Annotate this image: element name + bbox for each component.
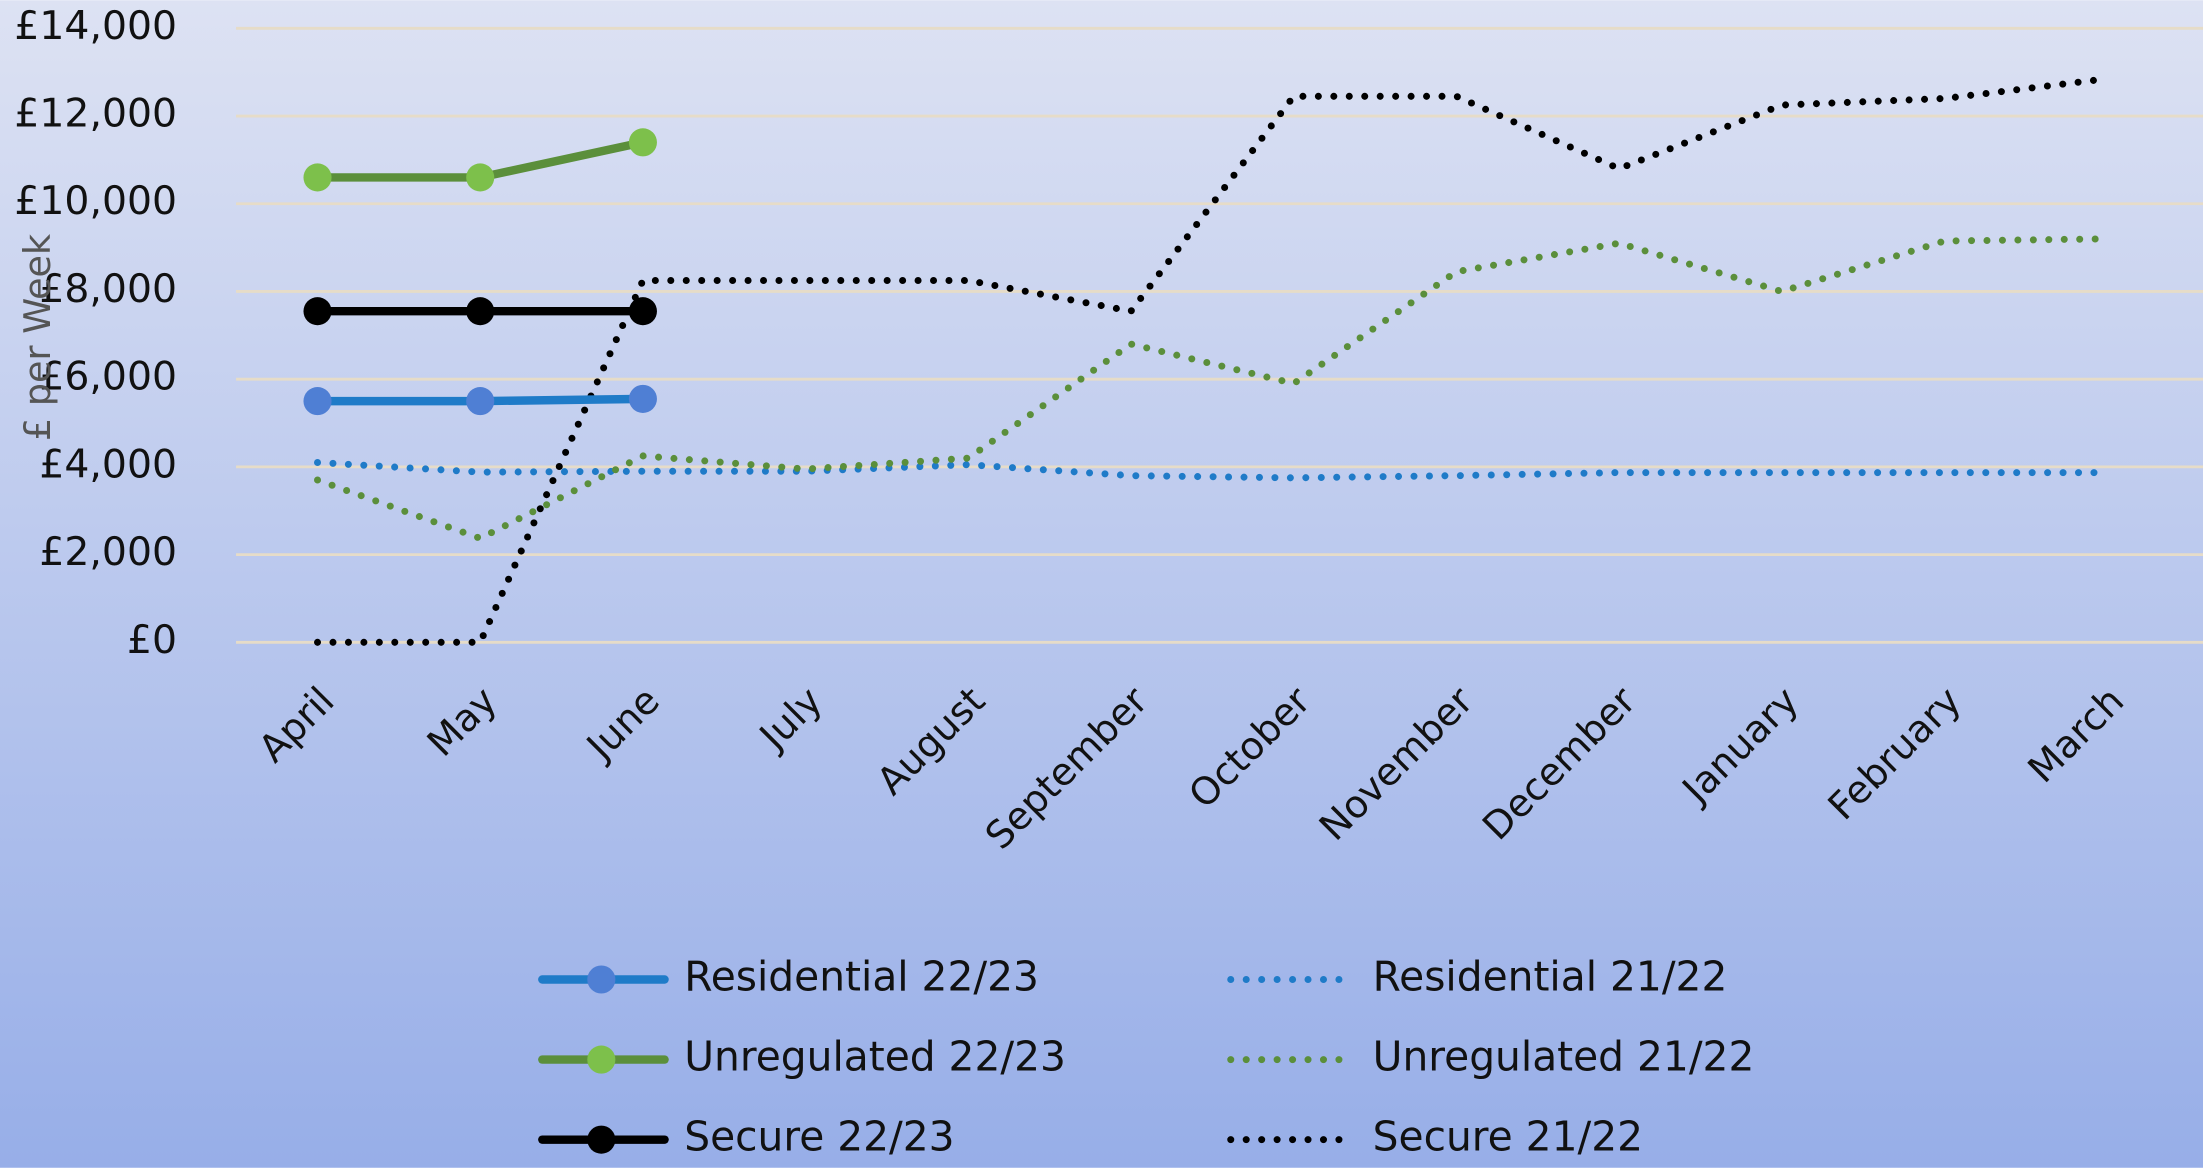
legend-marker (587, 1045, 616, 1074)
y-tick-label: £4,000 (39, 441, 177, 487)
legend-label: Secure 22/23 (684, 1113, 954, 1161)
marker (303, 387, 332, 416)
marker (628, 384, 657, 413)
y-tick-label: £14,000 (14, 3, 177, 49)
legend-label: Residential 21/22 (1373, 953, 1728, 1001)
y-tick-label: £8,000 (39, 266, 177, 312)
y-tick-label: £6,000 (39, 354, 177, 400)
y-tick-label: £10,000 (14, 178, 177, 224)
marker (303, 297, 332, 326)
line (314, 75, 2111, 646)
legend-label: Unregulated 22/23 (684, 1033, 1066, 1081)
marker (466, 387, 495, 416)
marker (628, 128, 657, 157)
y-tick-label: £0 (127, 617, 177, 663)
legend-label: Secure 21/22 (1373, 1113, 1643, 1161)
marker (466, 163, 495, 192)
y-axis-label: £ per Week (16, 233, 59, 441)
line (314, 458, 2111, 482)
marker (303, 163, 332, 192)
legend-marker (587, 965, 616, 994)
plot-area (303, 75, 2111, 646)
y-tick-label: £2,000 (39, 529, 177, 575)
y-tick-label: £12,000 (14, 91, 177, 137)
line (314, 235, 2111, 542)
legend-marker (587, 1125, 616, 1154)
marker (466, 297, 495, 326)
legend-label: Unregulated 21/22 (1373, 1033, 1755, 1081)
legend: Residential 22/23 Residential 21/22 Unregu… (538, 953, 1755, 1161)
marker (628, 297, 657, 326)
legend-label: Residential 22/23 (684, 953, 1039, 1001)
